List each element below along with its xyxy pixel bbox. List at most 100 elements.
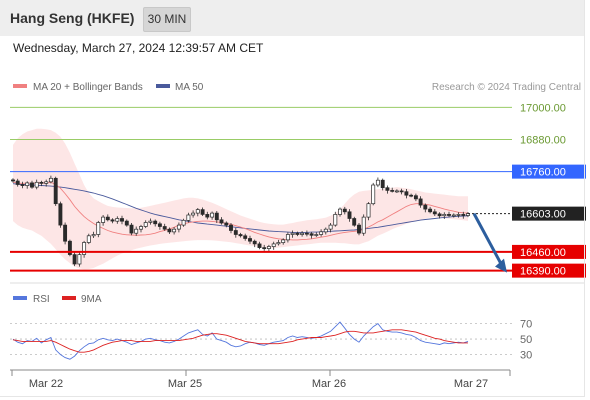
candle-body bbox=[276, 242, 281, 245]
candle-body bbox=[172, 228, 177, 233]
last-price-label-box bbox=[512, 206, 586, 221]
candle-body bbox=[120, 218, 124, 222]
candle-body bbox=[290, 232, 295, 235]
candle-body bbox=[176, 224, 181, 230]
candle-body bbox=[338, 208, 342, 215]
candle-body bbox=[271, 243, 276, 247]
symbol-title: Hang Seng (HKFE) bbox=[10, 10, 135, 26]
candle-body bbox=[15, 180, 20, 185]
ma50-line bbox=[12, 183, 469, 233]
ma20-line bbox=[12, 181, 469, 241]
candle-body bbox=[105, 216, 110, 221]
candle-body bbox=[266, 246, 271, 249]
candle-body bbox=[11, 179, 15, 182]
candle-body bbox=[342, 208, 347, 213]
candle-body bbox=[461, 214, 466, 216]
candle-body bbox=[200, 209, 205, 215]
candle-body bbox=[390, 190, 395, 192]
candle-body bbox=[157, 223, 162, 227]
rsi-ma9-line bbox=[12, 329, 468, 353]
rsi-line bbox=[12, 321, 469, 360]
candle-body bbox=[285, 234, 290, 241]
candle-body bbox=[442, 214, 447, 217]
candle-body bbox=[67, 240, 72, 255]
candle-body bbox=[319, 231, 324, 235]
rsi-legend-label: RSI bbox=[33, 294, 50, 305]
candle-body bbox=[139, 226, 143, 230]
ma50-legend-label: MA 50 bbox=[175, 82, 204, 93]
candle-body bbox=[148, 220, 153, 223]
candle-body bbox=[229, 224, 233, 231]
candle-body bbox=[432, 211, 437, 215]
copyright-text: Research © 2024 Trading Central bbox=[432, 82, 581, 93]
candle-body bbox=[347, 211, 352, 219]
candle-body bbox=[219, 219, 224, 224]
candle-body bbox=[186, 214, 191, 221]
candle-body bbox=[91, 234, 96, 237]
x-axis-tick-label: Mar 26 bbox=[312, 378, 346, 390]
candle-body bbox=[25, 182, 30, 186]
candle-body bbox=[323, 228, 328, 233]
resistance-label: 17000.00 bbox=[520, 102, 566, 114]
resistance-label: 16880.00 bbox=[520, 135, 566, 147]
candle-body bbox=[451, 214, 456, 217]
candle-body bbox=[314, 234, 319, 236]
candle-body bbox=[30, 182, 34, 188]
candle-body bbox=[447, 214, 451, 216]
candle-body bbox=[110, 219, 115, 222]
candle-body bbox=[385, 187, 390, 191]
candle-body bbox=[134, 228, 139, 234]
x-axis-tick-label: Mar 25 bbox=[168, 378, 202, 390]
rsi-legend-swatch bbox=[13, 296, 27, 300]
candle-body bbox=[262, 247, 267, 250]
ma9-legend-swatch bbox=[62, 296, 76, 300]
rsi-tick-label: 30 bbox=[520, 350, 532, 362]
forecast-arrow-line bbox=[472, 212, 504, 267]
candle-body bbox=[39, 181, 44, 184]
candle-body bbox=[437, 213, 442, 217]
candle-body bbox=[129, 224, 134, 234]
candle-body bbox=[357, 224, 361, 234]
rsi-tick-label: 50 bbox=[520, 334, 532, 346]
candle-body bbox=[210, 212, 215, 218]
support-label-box bbox=[512, 244, 586, 259]
candle-body bbox=[328, 224, 333, 230]
candle-body bbox=[195, 209, 200, 214]
timeframe-button[interactable]: 30 MIN bbox=[143, 7, 191, 32]
candle-body bbox=[361, 216, 366, 234]
candle-body bbox=[248, 238, 252, 242]
bollinger-band-area bbox=[13, 128, 468, 270]
candle-body bbox=[86, 235, 91, 243]
candle-body bbox=[295, 232, 300, 235]
candle-body bbox=[124, 220, 129, 226]
candle-body bbox=[205, 214, 210, 218]
candle-body bbox=[101, 216, 106, 223]
candle-body bbox=[181, 219, 186, 226]
candle-body bbox=[423, 204, 428, 210]
candle-body bbox=[300, 232, 305, 235]
candle-body bbox=[115, 218, 120, 222]
header-bar: Hang Seng (HKFE) 30 MIN bbox=[0, 0, 584, 36]
candle-body bbox=[72, 254, 77, 265]
candle-body bbox=[352, 218, 357, 226]
ma20-legend-swatch bbox=[13, 84, 27, 88]
candle-body bbox=[53, 177, 58, 205]
candle-body bbox=[77, 254, 82, 265]
forecast-arrow-head bbox=[495, 258, 507, 273]
candle-body bbox=[58, 203, 63, 226]
last-price-label: 16603.00 bbox=[520, 209, 566, 221]
candle-body bbox=[456, 214, 461, 216]
candle-body bbox=[214, 212, 219, 221]
ma50-legend-swatch bbox=[156, 84, 170, 88]
support-label: 16390.00 bbox=[520, 266, 566, 278]
candle-body bbox=[143, 222, 148, 227]
candle-body bbox=[304, 232, 309, 235]
pivot-label-box bbox=[512, 164, 586, 179]
candle-body bbox=[162, 226, 167, 230]
candle-body bbox=[399, 190, 404, 193]
candle-body bbox=[404, 191, 409, 196]
candle-body bbox=[153, 220, 158, 225]
candle-body bbox=[167, 228, 172, 233]
candle-body bbox=[44, 181, 49, 184]
